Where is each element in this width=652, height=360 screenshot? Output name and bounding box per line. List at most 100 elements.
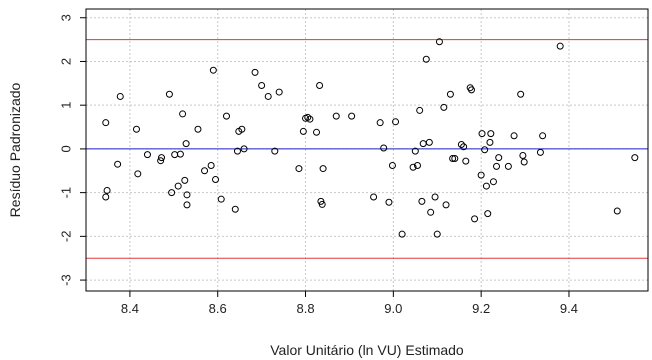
y-axis: -3 -2 -1 0 1 2 3 — [59, 14, 86, 286]
data-point — [487, 130, 495, 138]
data-point — [462, 157, 470, 165]
data-point — [519, 151, 527, 159]
data-point — [631, 154, 639, 162]
data-point — [471, 215, 479, 223]
data-point — [613, 207, 621, 215]
x-tick-label: 9.0 — [384, 301, 402, 316]
data-point — [207, 162, 215, 170]
data-point — [481, 146, 489, 154]
data-point — [275, 88, 283, 96]
data-point — [306, 115, 314, 123]
data-point — [319, 165, 327, 173]
x-tick-label: 8.4 — [121, 301, 139, 316]
y-tick-label: 0 — [59, 145, 74, 152]
data-point — [217, 195, 225, 203]
data-point — [398, 230, 406, 238]
data-point — [332, 112, 340, 120]
y-tick-label: -3 — [59, 274, 74, 286]
data-point — [102, 193, 110, 201]
data-point — [460, 143, 468, 151]
data-point — [258, 82, 266, 90]
data-point — [411, 147, 419, 155]
data-point — [449, 155, 457, 163]
data-point — [168, 189, 176, 197]
x-axis-title: Valor Unitário (ln VU) Estimado — [270, 342, 464, 358]
data-point — [477, 171, 485, 179]
y-tick-label: 2 — [59, 58, 74, 65]
data-point — [422, 55, 430, 63]
data-point — [440, 103, 448, 111]
data-point — [174, 182, 182, 190]
data-point — [223, 112, 230, 120]
data-point — [182, 140, 190, 148]
x-tick-label: 9.4 — [560, 301, 578, 316]
data-point — [158, 154, 166, 162]
data-point — [409, 163, 417, 171]
data-point — [517, 90, 525, 98]
x-tick-label: 8.6 — [209, 301, 227, 316]
y-tick-label: -1 — [59, 187, 74, 199]
x-axis: 8.4 8.6 8.8 9.0 9.2 9.4 — [121, 291, 578, 316]
data-point — [181, 176, 189, 184]
data-point — [482, 182, 490, 190]
data-point — [457, 141, 465, 149]
data-point — [134, 170, 142, 178]
data-point — [416, 106, 424, 114]
data-point — [201, 167, 209, 175]
data-point — [102, 119, 110, 127]
data-point — [504, 162, 512, 170]
data-point — [299, 127, 307, 135]
plot-frame — [85, 8, 649, 292]
data-point — [556, 42, 564, 50]
data-point — [380, 144, 388, 152]
data-point — [484, 210, 492, 218]
data-point — [251, 68, 259, 76]
data-point — [165, 90, 173, 98]
data-point — [435, 38, 443, 46]
y-tick-label: 1 — [59, 102, 74, 109]
data-point — [385, 198, 393, 206]
data-point — [171, 151, 179, 159]
data-point — [418, 197, 426, 205]
x-tick-label: 8.8 — [296, 301, 314, 316]
data-points — [102, 38, 639, 238]
data-point — [313, 128, 321, 136]
data-point — [209, 66, 217, 74]
data-point — [183, 201, 191, 209]
y-axis-title: Resíduo Padronizado — [7, 82, 23, 217]
data-point — [451, 155, 459, 163]
data-point — [419, 140, 427, 148]
grid-lines — [86, 9, 648, 291]
data-point — [194, 125, 202, 133]
data-point — [467, 86, 475, 94]
data-point — [157, 157, 165, 165]
data-point — [295, 165, 303, 173]
data-point — [264, 92, 272, 100]
data-point — [183, 191, 191, 199]
data-point — [233, 147, 241, 155]
data-point — [348, 112, 356, 120]
data-point — [536, 148, 544, 156]
x-tick-label: 9.2 — [472, 301, 490, 316]
y-tick-label: 3 — [59, 14, 74, 21]
data-point — [433, 230, 441, 238]
data-point — [271, 147, 279, 155]
data-point — [318, 200, 326, 208]
data-point — [486, 138, 494, 146]
data-point — [539, 132, 547, 140]
data-point — [425, 138, 433, 146]
data-point — [413, 162, 421, 170]
data-point — [103, 186, 111, 194]
data-point — [240, 145, 248, 153]
data-point — [212, 176, 220, 184]
data-point — [370, 193, 378, 201]
data-point — [179, 110, 187, 118]
data-point — [316, 82, 324, 90]
data-point — [520, 158, 528, 166]
data-point — [489, 178, 497, 186]
data-point — [392, 118, 400, 126]
data-point — [493, 162, 501, 170]
data-point — [132, 125, 140, 133]
data-point — [495, 154, 503, 162]
